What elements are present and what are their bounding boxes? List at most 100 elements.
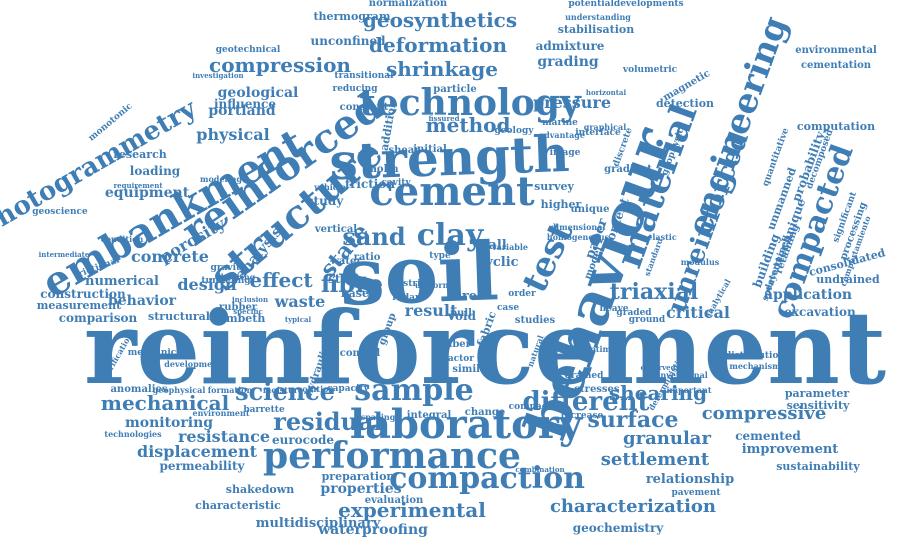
word-strain: strain (328, 272, 368, 286)
word-tire: tire (451, 289, 477, 304)
word-triaxial: triaxial (610, 279, 698, 305)
word-barrette: barrette (243, 405, 285, 415)
word-similar: similar (452, 364, 492, 375)
word-surface: surface (587, 407, 678, 433)
word-deformation: deformation (369, 33, 507, 57)
word-uniform: uniform (415, 280, 452, 290)
word-science: science (235, 377, 335, 406)
word-kaolin: kaolin (364, 164, 400, 175)
word-capacity: capacity (327, 384, 369, 394)
word-higher: higher (541, 198, 582, 211)
word-reducing: reducing (332, 84, 378, 94)
word-heave: heave (599, 304, 628, 314)
word-numerical: numerical (85, 274, 159, 289)
word-interface: interface (575, 128, 621, 138)
word-variable: variable (491, 242, 528, 252)
word-computation: computation (797, 120, 875, 133)
word-preparation: preparation (322, 470, 395, 483)
word-water: water (329, 256, 362, 267)
word-fiber: fiber (445, 339, 472, 350)
word-waste: waste (274, 292, 326, 311)
word-displacement: displacement (137, 442, 258, 461)
word-rubber: rubber (219, 302, 258, 313)
word-improvement: improvement (742, 442, 839, 457)
word-friction: friction (345, 177, 395, 191)
word-homogeneous: homogeneous (547, 232, 610, 242)
word-investigation: investigation (192, 71, 243, 80)
word-marine: marine (542, 118, 578, 128)
word-bearing: bearing (221, 272, 256, 282)
word-structural: structural (148, 310, 210, 323)
word-monitoring: monitoring (125, 415, 213, 431)
word-pull: pull (450, 308, 472, 319)
word-combination: combination (515, 465, 564, 474)
word-development: development (164, 359, 222, 369)
word-portland: portland (208, 103, 276, 119)
word-survey: survey (534, 180, 574, 193)
word-grained: grained (565, 371, 605, 381)
word-modulus: modulus (681, 257, 720, 267)
word-specific: specific (233, 307, 263, 316)
word-wall: wall (476, 238, 507, 253)
word-application: application (764, 287, 852, 303)
word-relationship: relationship (646, 472, 734, 487)
word-environment: environment (192, 408, 249, 418)
word-studies: studies (515, 315, 556, 326)
word-geotechnical: geotechnical (216, 45, 281, 55)
word-strength: strength (328, 124, 570, 191)
word-method: method (426, 113, 511, 137)
word-cavity: cavity (381, 178, 411, 188)
word-radar: radar (392, 293, 420, 303)
word-cement: cement (369, 168, 535, 215)
word-sustainability: sustainability (776, 460, 860, 473)
word-formation: formation (208, 385, 253, 395)
word-mechanism: mechanism (729, 361, 781, 371)
word-condition: condition (101, 234, 144, 244)
word-constant: constant (340, 102, 389, 113)
word-equipment: equipment (105, 185, 190, 201)
word-anomalies: anomalies (110, 384, 167, 395)
word-image: image (550, 148, 581, 158)
word-cemented: cemented (735, 429, 801, 443)
word-evaluation: evaluation (365, 495, 424, 506)
word-permeability: permeability (159, 459, 245, 473)
word-experimental: experimental (338, 498, 486, 522)
word-stresses: stresses (574, 384, 620, 395)
word-clay: clay (417, 218, 485, 253)
word-type: type (429, 251, 451, 261)
word-research: research (113, 148, 167, 161)
word-initial: initial (413, 144, 447, 155)
word-solution: solution (298, 384, 335, 394)
word-properties: properties (320, 481, 401, 497)
word-advantage: advantage (539, 130, 585, 140)
word-elastic: elastic (647, 232, 677, 242)
word-mechanical: mechanical (101, 391, 230, 415)
word-geosynthetics: geosynthetics (363, 8, 517, 32)
word-dimensional: dimensional (551, 222, 606, 232)
word-mechanic: mechanic (128, 348, 177, 358)
word-shear: shear (388, 145, 420, 156)
word-waterproofing: waterproofing (317, 522, 428, 538)
word-construction: construction (40, 287, 126, 301)
word-transitional: transitional (334, 71, 394, 81)
word-unique: unique (571, 204, 610, 215)
word-order: order (508, 289, 536, 299)
word-gradient: gradient (604, 164, 652, 175)
word-concrete: concrete (131, 247, 209, 266)
word-volumetric: volumetric (622, 65, 678, 75)
word-shearing: shearing (609, 381, 707, 405)
word-technologies: technologies (104, 429, 162, 439)
word-behavior: behavior (108, 293, 177, 309)
word-influence: influence (214, 97, 276, 111)
word-pressure: pressure (533, 93, 611, 112)
word-different: different (522, 387, 649, 417)
word-compressive: compressive (702, 403, 827, 424)
word-critical: critical (666, 303, 730, 322)
word-case: case (497, 303, 519, 313)
word-loading: loading (130, 164, 181, 178)
word-compaction: compaction (389, 461, 585, 496)
word-integral: integral (407, 410, 452, 421)
word-shrinkage: shrinkage (386, 57, 498, 81)
word-intermediate: intermediate (39, 250, 90, 259)
word-lambeth: lambeth (215, 312, 266, 325)
